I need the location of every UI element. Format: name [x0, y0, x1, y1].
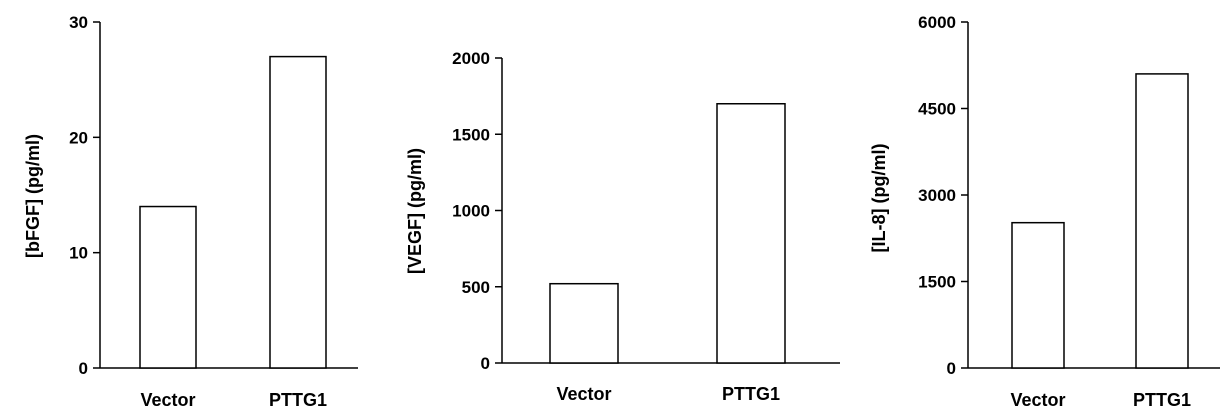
chart-panel-vegf: [VEGF] (pg/ml) 0 500 1000 1500 2000 Vector PT…: [405, 49, 840, 404]
x-category-label: PTTG1: [269, 390, 327, 410]
bar-vector: [139, 205, 197, 369]
y-axis-label: [VEGF] (pg/ml): [405, 148, 425, 274]
y-tick-label: 0: [481, 354, 490, 373]
bar-pttg1: [716, 103, 786, 364]
y-tick-label: 0: [79, 359, 88, 378]
x-category-label: Vector: [140, 390, 195, 410]
x-category-label: Vector: [556, 384, 611, 404]
bars: [139, 55, 327, 369]
x-category-label: PTTG1: [722, 384, 780, 404]
y-tick-label: 30: [69, 13, 88, 32]
y-tick-label: 10: [69, 244, 88, 263]
y-tick-label: 6000: [918, 13, 956, 32]
chart-panel-il8: [IL-8] (pg/ml) 0 1500 3000 4500 6000 Vector P…: [869, 13, 1220, 410]
bars: [549, 103, 786, 364]
y-tick-label: 2000: [452, 49, 490, 68]
y-ticks: 0 10 20 30: [69, 13, 100, 378]
bar-vector: [1011, 221, 1065, 369]
x-category-label: Vector: [1010, 390, 1065, 410]
y-tick-label: 500: [462, 278, 490, 297]
bar-vector: [549, 282, 619, 364]
y-tick-label: 20: [69, 128, 88, 147]
y-tick-label: 0: [947, 359, 956, 378]
bar-pttg1: [269, 55, 327, 369]
y-tick-label: 1500: [452, 125, 490, 144]
y-tick-label: 1000: [452, 202, 490, 221]
category-labels: Vector PTTG1: [556, 384, 780, 404]
y-axis-label: [IL-8] (pg/ml): [869, 144, 889, 253]
x-category-label: PTTG1: [1133, 390, 1191, 410]
y-ticks: 0 500 1000 1500 2000: [452, 49, 502, 373]
bars: [1011, 73, 1189, 369]
y-tick-label: 1500: [918, 273, 956, 292]
y-tick-label: 3000: [918, 186, 956, 205]
y-axis-label: [bFGF] (pg/ml): [23, 134, 43, 258]
category-labels: Vector PTTG1: [140, 390, 327, 410]
category-labels: Vector PTTG1: [1010, 390, 1191, 410]
y-ticks: 0 1500 3000 4500 6000: [918, 13, 968, 378]
bar-pttg1: [1135, 73, 1189, 369]
chart-panel-bfgf: [bFGF] (pg/ml) 0 10 20 30 Vector PTTG1: [23, 13, 358, 410]
y-tick-label: 4500: [918, 100, 956, 119]
